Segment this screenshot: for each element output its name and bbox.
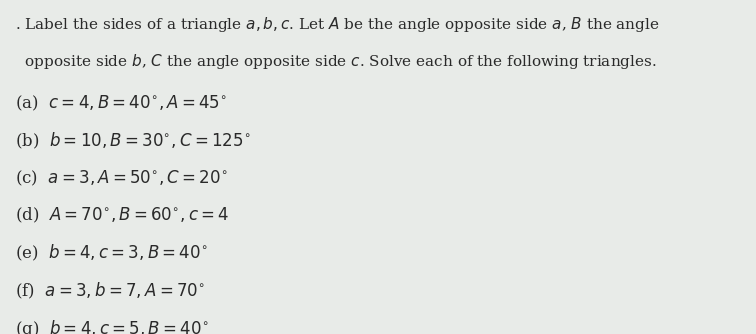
- Text: (b)  $b = 10, B = 30^{\circ}, C = 125^{\circ}$: (b) $b = 10, B = 30^{\circ}, C = 125^{\c…: [15, 131, 251, 151]
- Text: (d)  $A = 70^{\circ}, B = 60^{\circ}, c = 4$: (d) $A = 70^{\circ}, B = 60^{\circ}, c =…: [15, 206, 229, 225]
- Text: (f)  $a = 3, b = 7, A = 70^{\circ}$: (f) $a = 3, b = 7, A = 70^{\circ}$: [15, 281, 205, 301]
- Text: opposite side $b$, $C$ the angle opposite side $c$. Solve each of the following : opposite side $b$, $C$ the angle opposit…: [15, 52, 657, 71]
- Text: (e)  $b = 4, c = 3, B = 40^{\circ}$: (e) $b = 4, c = 3, B = 40^{\circ}$: [15, 243, 208, 264]
- Text: . Label the sides of a triangle $a, b, c$. Let $A$ be the angle opposite side $a: . Label the sides of a triangle $a, b, c…: [15, 15, 660, 34]
- Text: (c)  $a = 3, A = 50^{\circ}, C = 20^{\circ}$: (c) $a = 3, A = 50^{\circ}, C = 20^{\cir…: [15, 168, 228, 188]
- Text: (g)  $b = 4, c = 5, B = 40^{\circ}$: (g) $b = 4, c = 5, B = 40^{\circ}$: [15, 318, 209, 334]
- Text: (a)  $c = 4, B = 40^{\circ}, A = 45^{\circ}$: (a) $c = 4, B = 40^{\circ}, A = 45^{\cir…: [15, 94, 228, 113]
